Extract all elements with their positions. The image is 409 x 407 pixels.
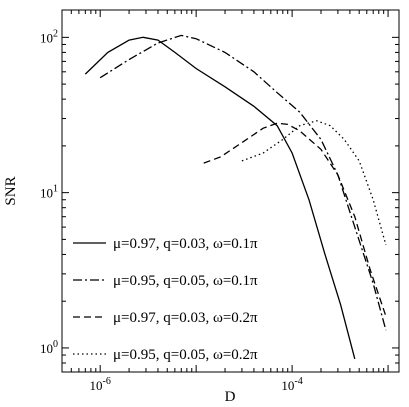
y-tick-label-exponent: 0 [53, 339, 58, 350]
x-tick-labels: 10-6 10-4 [90, 376, 303, 393]
x-tick-label-exponent: -4 [294, 376, 302, 387]
x-axis-label: D [225, 389, 236, 405]
y-tick-label-exponent: 1 [53, 184, 58, 195]
x-tick-label: 10-4 [281, 376, 302, 393]
x-tick-label: 10-6 [90, 376, 111, 393]
series-line-2 [99, 34, 387, 331]
series-line-1 [84, 36, 356, 360]
y-tick-label: 102 [40, 28, 58, 45]
y-tick-label: 101 [40, 184, 58, 201]
x-tick-label-exponent: -6 [103, 376, 111, 387]
y-tick-label-base: 10 [40, 341, 53, 356]
series-line-4 [241, 120, 387, 246]
legend: μ=0.97, q=0.03, ω=0.1π μ=0.95, q=0.05, ω=… [73, 236, 258, 363]
x-tick-label-base: 10 [90, 378, 103, 393]
y-tick-label-exponent: 2 [53, 28, 58, 39]
y-tick-label-base: 10 [40, 186, 53, 201]
x-tick-label-base: 10 [281, 378, 294, 393]
legend-label-4: μ=0.95, q=0.05, ω=0.2π [113, 347, 258, 363]
series-line-3 [203, 122, 387, 317]
legend-label-2: μ=0.95, q=0.05, ω=0.1π [113, 273, 258, 289]
legend-label-1: μ=0.97, q=0.03, ω=0.1π [113, 236, 258, 252]
legend-label-3: μ=0.97, q=0.03, ω=0.2π [113, 310, 258, 326]
y-tick-label-base: 10 [40, 30, 53, 45]
axis-ticks [61, 10, 399, 373]
y-tick-label: 100 [40, 339, 58, 356]
y-axis-label: SNR [3, 176, 19, 205]
series-curves [84, 34, 387, 360]
plot-frame [61, 9, 400, 373]
